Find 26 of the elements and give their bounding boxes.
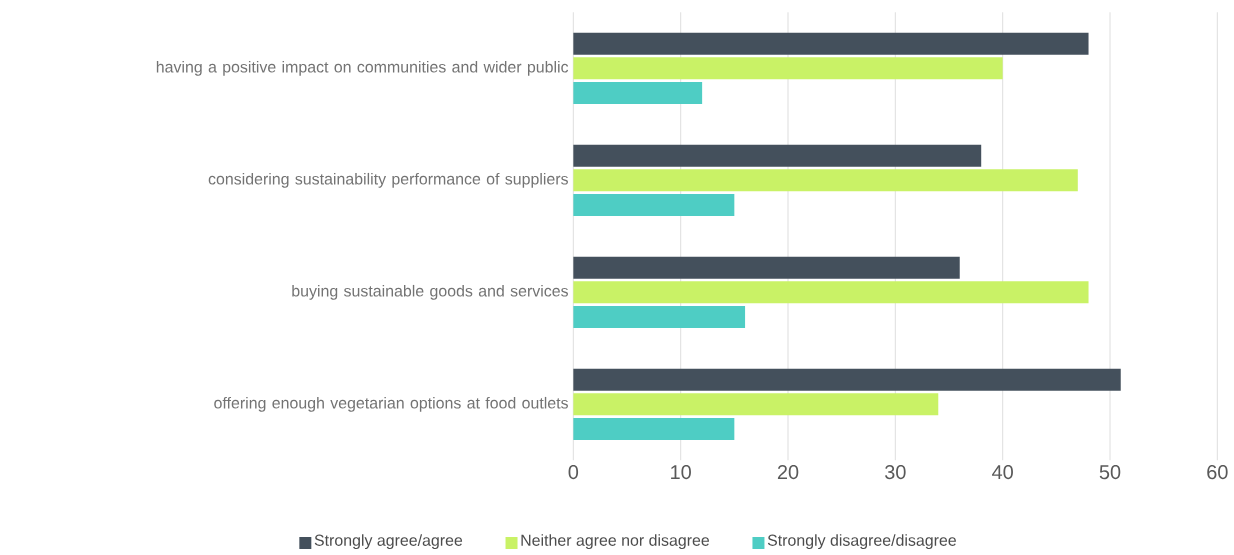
y-tick-label: buying sustainable goods and services: [292, 284, 568, 300]
bar: [573, 144, 982, 167]
bar: [573, 82, 703, 104]
bar: [573, 393, 939, 416]
legend-label: Neither agree nor disagree: [521, 534, 710, 550]
bar: [573, 306, 746, 328]
y-tick-label: offering enough vegetarian options at food outlets: [214, 396, 568, 412]
bar: [573, 256, 960, 279]
bar: [573, 418, 735, 440]
x-tick-label: 10: [671, 465, 691, 480]
x-tick-label: 30: [885, 465, 906, 480]
bar: [573, 194, 735, 216]
legend-label: Strongly disagree/disagree: [767, 534, 956, 550]
bar: [573, 169, 1078, 192]
x-tick-label: 20: [777, 465, 799, 480]
y-tick-label: considering sustainability performance of suppliers: [208, 172, 568, 188]
bar: [573, 281, 1089, 304]
x-tick-label: 0: [568, 465, 579, 480]
x-tick-label: 50: [1099, 465, 1121, 480]
bar: [573, 32, 1089, 55]
y-tick-label: having a positive impact on communities and wider public: [156, 60, 569, 76]
bar: [573, 57, 1003, 80]
legend-label: Strongly agree/agree: [314, 534, 463, 550]
bar: [573, 368, 1121, 391]
x-tick-label: 60: [1207, 465, 1228, 480]
x-tick-label: 40: [992, 465, 1013, 480]
